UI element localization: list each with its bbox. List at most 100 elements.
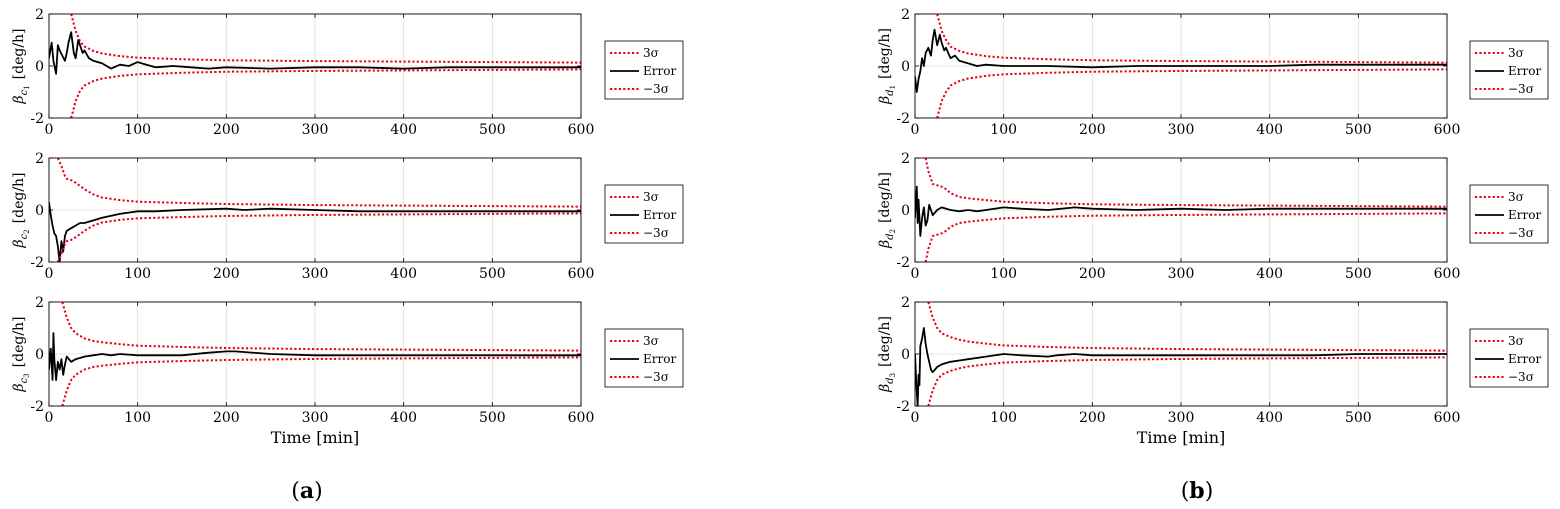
legend-label: −3σ	[643, 226, 669, 240]
y-axis-label: βc2[deg/h]	[11, 172, 31, 248]
y-tick-label: 2	[35, 295, 44, 311]
x-tick-label: 600	[568, 266, 595, 282]
x-tick-label: 0	[45, 266, 54, 282]
legend-label: −3σ	[1508, 226, 1534, 240]
series-line-minus-3sigma	[56, 212, 581, 262]
series-line-minus-3sigma	[927, 356, 1447, 406]
series-line-error	[915, 327, 1447, 406]
x-tick-label: 500	[1345, 410, 1372, 426]
y-axis-label: βc3[deg/h]	[11, 316, 31, 392]
x-tick-label: 400	[390, 266, 417, 282]
legend-label: −3σ	[1508, 82, 1534, 96]
y-axis-label: βd3[deg/h]	[877, 316, 897, 393]
legend-box	[1469, 40, 1549, 100]
y-tick-label: 0	[35, 203, 44, 219]
legend-box	[1469, 184, 1549, 244]
x-tick-label: 200	[1079, 122, 1106, 138]
legend-label: Error	[643, 64, 676, 78]
series-group	[915, 302, 1447, 406]
legend: 3σ Error −3σ	[1469, 40, 1549, 100]
legend-label: Error	[1508, 64, 1541, 78]
y-tick-label: -2	[896, 255, 910, 271]
x-tick-label: 600	[1434, 410, 1461, 426]
y-tick-label: -2	[30, 399, 44, 415]
x-tick-label: 500	[479, 122, 506, 138]
legend-label: −3σ	[643, 370, 669, 384]
x-axis-label: Time [min]	[1137, 428, 1226, 447]
legend-label: Error	[643, 352, 676, 366]
x-tick-label: 100	[990, 410, 1017, 426]
x-axis-label: Time [min]	[271, 428, 360, 447]
y-tick-label: 2	[35, 151, 44, 167]
x-tick-label: 300	[302, 410, 329, 426]
x-tick-label: 0	[45, 122, 54, 138]
y-tick-label: -2	[30, 255, 44, 271]
x-tick-label: 100	[124, 410, 151, 426]
legend-label: 3σ	[643, 190, 659, 204]
x-tick-label: 500	[1345, 266, 1372, 282]
legend-label: Error	[1508, 208, 1541, 222]
x-tick-label: 400	[1256, 410, 1283, 426]
series-group	[49, 14, 581, 118]
y-axis-label: βd2[deg/h]	[877, 172, 897, 249]
x-tick-label: 0	[911, 410, 920, 426]
legend-label: Error	[643, 208, 676, 222]
y-tick-label: 0	[901, 59, 910, 75]
x-tick-label: 600	[1434, 266, 1461, 282]
series-line-plus-3sigma	[936, 14, 1447, 64]
y-axis-label: βd1[deg/h]	[877, 28, 897, 105]
legend-label: 3σ	[1508, 334, 1524, 348]
x-tick-label: 600	[1434, 122, 1461, 138]
legend: 3σ Error −3σ	[1469, 184, 1549, 244]
x-tick-label: 400	[390, 410, 417, 426]
series-group	[49, 302, 581, 406]
legend-box	[604, 184, 684, 244]
y-tick-label: -2	[30, 111, 44, 127]
x-tick-label: 0	[45, 410, 54, 426]
x-tick-label: 300	[302, 122, 329, 138]
series-line-plus-3sigma	[56, 158, 581, 208]
series-group	[49, 158, 581, 262]
legend: 3σ Error −3σ	[1469, 328, 1549, 388]
x-tick-label: 500	[479, 410, 506, 426]
legend-label: Error	[1508, 352, 1541, 366]
legend-label: 3σ	[1508, 190, 1524, 204]
y-tick-label: 2	[35, 7, 44, 23]
x-tick-label: 200	[1079, 410, 1106, 426]
series-line-plus-3sigma	[70, 14, 581, 64]
series-line-error	[49, 332, 581, 381]
x-tick-label: 300	[1168, 410, 1195, 426]
x-tick-label: 400	[390, 122, 417, 138]
x-tick-label: 600	[568, 122, 595, 138]
caption-a: (a)	[291, 478, 323, 504]
y-tick-label: 2	[901, 151, 910, 167]
x-tick-label: 500	[1345, 122, 1372, 138]
legend-label: 3σ	[643, 334, 659, 348]
x-tick-label: 200	[1079, 266, 1106, 282]
legend-label: 3σ	[643, 46, 659, 60]
x-tick-label: 100	[124, 266, 151, 282]
x-tick-label: 100	[990, 266, 1017, 282]
x-tick-label: 300	[1168, 266, 1195, 282]
x-tick-label: 0	[911, 122, 920, 138]
legend-label: −3σ	[1508, 370, 1534, 384]
y-tick-label: 0	[901, 347, 910, 363]
y-tick-label: 2	[901, 7, 910, 23]
series-line-error	[915, 185, 1447, 237]
x-tick-label: 300	[1168, 122, 1195, 138]
y-tick-label: 0	[35, 347, 44, 363]
y-tick-label: -2	[896, 111, 910, 127]
series-line-plus-3sigma	[61, 302, 581, 352]
legend: 3σ Error −3σ	[604, 40, 684, 100]
legend-label: −3σ	[643, 82, 669, 96]
x-tick-label: 400	[1256, 122, 1283, 138]
x-tick-label: 200	[213, 266, 240, 282]
y-tick-label: 2	[901, 295, 910, 311]
x-tick-label: 200	[213, 122, 240, 138]
